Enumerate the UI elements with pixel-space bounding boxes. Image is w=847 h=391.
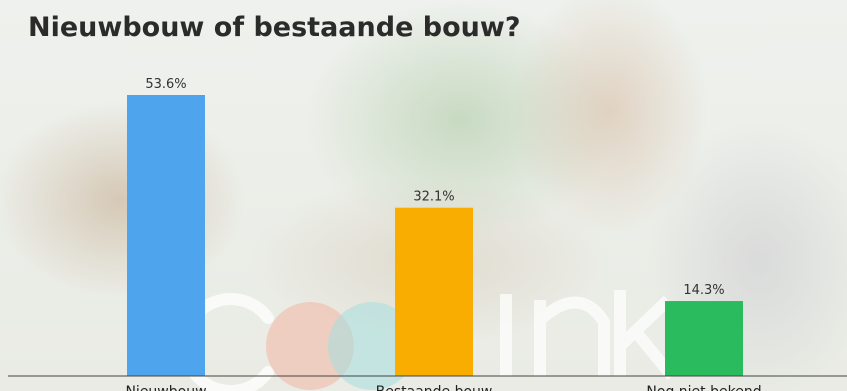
data-label-2: 32.1% — [413, 190, 454, 205]
data-label-1: 53.6% — [145, 77, 186, 92]
bar-2 — [395, 207, 473, 376]
bar-3 — [665, 301, 743, 376]
category-label-3: Nog niet bekend — [646, 384, 761, 391]
watermark-letter-i — [500, 294, 512, 376]
data-label-3: 14.3% — [683, 283, 724, 298]
category-label-2: Bestaande bouw — [376, 384, 493, 391]
category-label-1: Nieuwbouw — [125, 384, 206, 391]
chart-title: Nieuwbouw of bestaande bouw? — [28, 12, 521, 43]
watermark-letter-o2 — [328, 302, 416, 390]
watermark-letter-o1 — [266, 302, 354, 390]
watermark-letter-n — [534, 296, 610, 376]
bar-1 — [127, 95, 205, 376]
